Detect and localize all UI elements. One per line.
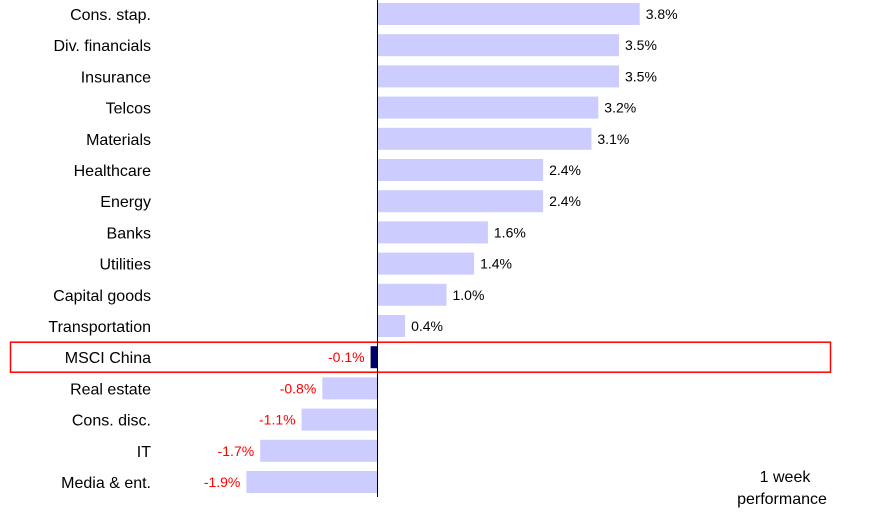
category-label-it: IT [137,444,151,461]
category-label-media-ent: Media & ent. [61,475,151,492]
category-label-telcos: Telcos [106,101,151,118]
category-label-banks: Banks [107,225,151,242]
bar-msci-china [370,346,378,369]
category-label-materials: Materials [86,132,151,149]
value-label-media-ent: -1.9% [204,474,241,490]
value-label-cons-stap: 3.8% [646,6,678,22]
category-label-cons-stap: Cons. stap. [70,7,151,24]
bar-healthcare [377,159,544,181]
bar-div-financials [377,34,619,57]
value-label-energy: 2.4% [549,193,581,209]
value-label-real-estate: -0.8% [280,380,317,396]
bar-media-ent [246,471,378,493]
bar-cons-disc [301,408,378,431]
value-label-it: -1.7% [218,443,255,459]
highlight-box-msci-china [9,341,832,373]
bar-capital-goods [377,283,447,306]
value-label-cons-disc: -1.1% [259,412,296,428]
category-label-msci-china: MSCI China [65,350,151,367]
category-label-utilities: Utilities [99,257,151,274]
value-label-materials: 3.1% [597,131,629,147]
value-label-insurance: 3.5% [625,68,657,84]
category-label-capital-goods: Capital goods [53,288,151,305]
value-label-transportation: 0.4% [411,318,443,334]
chart-caption-line-1: 1 week [760,469,812,486]
bar-utilities [377,252,475,275]
bar-it [260,439,378,462]
value-label-capital-goods: 1.0% [453,287,485,303]
bar-cons-stap [377,3,640,25]
bar-telcos [377,96,599,119]
value-label-telcos: 3.2% [604,100,636,116]
chart-caption-line-2: performance [737,491,827,508]
category-label-transportation: Transportation [48,319,151,336]
category-label-energy: Energy [100,194,151,211]
value-label-banks: 1.6% [494,224,526,240]
bar-energy [377,190,544,213]
value-label-healthcare: 2.4% [549,162,581,178]
category-label-healthcare: Healthcare [74,163,151,180]
category-label-real-estate: Real estate [70,381,151,398]
category-label-insurance: Insurance [81,69,151,86]
bar-transportation [377,315,406,337]
category-label-div-financials: Div. financials [53,38,151,55]
value-label-div-financials: 3.5% [625,37,657,53]
value-label-utilities: 1.4% [480,256,512,272]
bar-materials [377,127,592,150]
bar-real-estate [322,377,378,400]
category-label-cons-disc: Cons. disc. [72,413,151,430]
bar-banks [377,221,488,244]
bar-insurance [377,65,619,88]
value-label-msci-china: -0.1% [328,349,365,365]
